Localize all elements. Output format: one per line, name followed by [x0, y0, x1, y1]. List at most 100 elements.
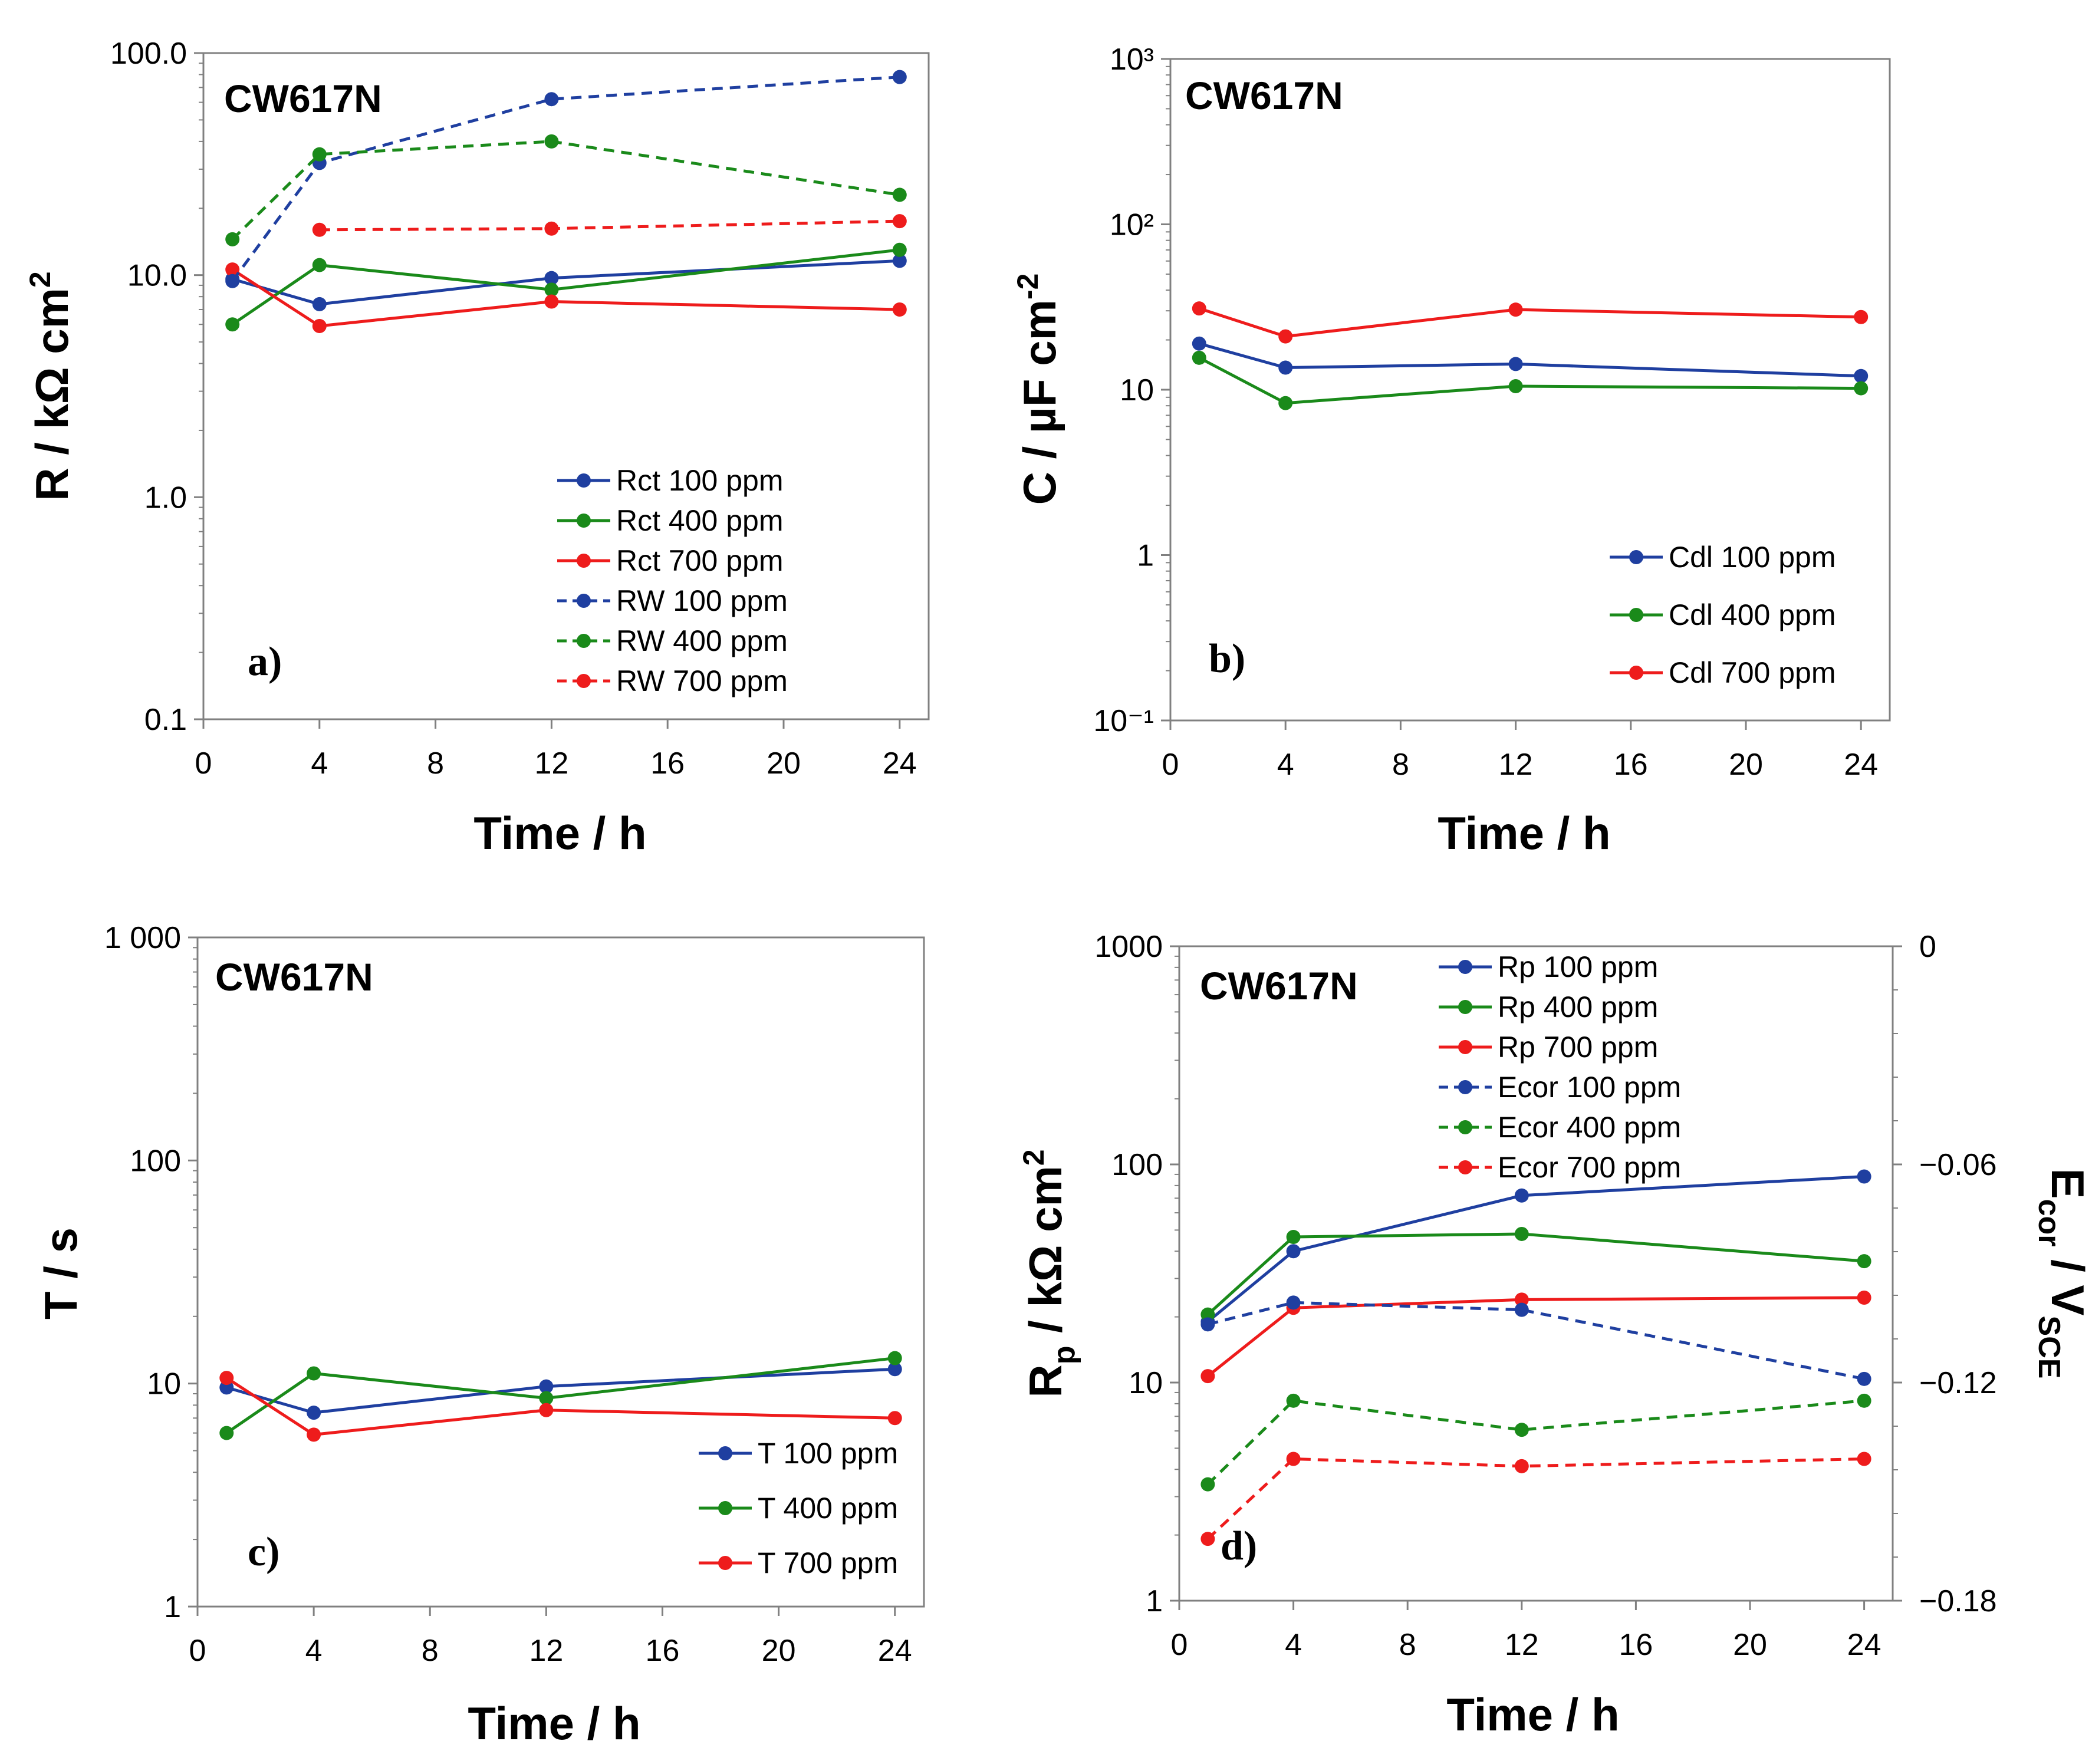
- data-point: [1192, 350, 1206, 365]
- sample-label: CW617N: [1185, 74, 1343, 117]
- x-tick-label: 4: [305, 1634, 323, 1668]
- data-point: [544, 271, 559, 285]
- data-point: [1854, 381, 1869, 396]
- panel-c: 1 10 100 1 000 0 4 8 12 16 20 24 CW617N c) Time /…: [35, 921, 925, 1749]
- x-axis-ticks: 0 4 8 12 16 20 24: [1162, 720, 1878, 782]
- y-axis-ticks: 1 10 100 1000: [1094, 930, 1179, 1618]
- x-tick-label: 20: [762, 1634, 796, 1668]
- data-point: [312, 147, 327, 162]
- legend-label: RW 100 ppm: [616, 584, 788, 617]
- sample-label: CW617N: [215, 955, 373, 999]
- x-tick-label: 8: [422, 1634, 439, 1668]
- legend: Rp 100 ppm Rp 400 ppm Rp 700 ppm Ecor 100 p…: [1439, 950, 1681, 1184]
- y-tick-label: 1: [164, 1590, 181, 1624]
- y2-axis-ticks: −0.18 −0.12 −0.06 0: [1893, 930, 1997, 1618]
- data-marks: [1192, 301, 1869, 410]
- x-axis-ticks: 0 4 8 12 16 20 24: [195, 719, 917, 781]
- legend-label: RW 400 ppm: [616, 624, 788, 657]
- data-point: [892, 242, 907, 257]
- legend-label: Cdl 700 ppm: [1669, 656, 1836, 689]
- panel-letter: b): [1209, 636, 1245, 682]
- data-point: [225, 274, 240, 288]
- data-point: [312, 258, 327, 272]
- y2-tick-label: 0: [1919, 930, 1936, 964]
- data-point: [1514, 1226, 1529, 1241]
- series-line: [1199, 342, 1861, 378]
- x-tick-label: 12: [534, 746, 568, 781]
- series-line: [1206, 1457, 1864, 1540]
- data-point: [544, 282, 559, 297]
- legend-label: T 100 ppm: [758, 1437, 898, 1470]
- data-point: [312, 222, 327, 237]
- data-point: [307, 1406, 321, 1420]
- x-tick-label: 24: [883, 746, 917, 781]
- x-axis-title: Time / h: [468, 1697, 640, 1749]
- legend: T 100 ppm T 400 ppm T 700 ppm: [699, 1437, 898, 1579]
- data-point: [544, 92, 559, 107]
- data-point: [1200, 1307, 1215, 1322]
- x-axis-ticks: 0 4 8 12 16 20 24: [1171, 1601, 1882, 1662]
- y-tick-label: 10: [1120, 373, 1154, 407]
- y2-tick-label: −0.12: [1919, 1366, 1997, 1400]
- y-axis-ticks: 1 10 100 1 000: [104, 921, 198, 1624]
- series-line: [1206, 1296, 1864, 1378]
- data-point: [307, 1427, 321, 1442]
- data-point: [219, 1371, 234, 1385]
- data-point: [892, 302, 907, 317]
- x-tick-label: 0: [1162, 748, 1179, 782]
- data-point: [892, 214, 907, 229]
- sample-label: CW617N: [224, 77, 382, 120]
- y-tick-label: 10: [1129, 1366, 1163, 1400]
- data-point: [1286, 1230, 1301, 1245]
- y-axis-title: R / kΩ cm2: [24, 271, 78, 501]
- y-tick-label: 10: [147, 1367, 181, 1401]
- legend-marker: [1458, 1120, 1472, 1134]
- series-line: [225, 1376, 895, 1436]
- data-point: [1200, 1317, 1215, 1332]
- data-point: [1857, 1452, 1871, 1466]
- legend-label: T 400 ppm: [758, 1492, 898, 1525]
- x-tick-label: 20: [1729, 748, 1763, 782]
- data-point: [887, 1351, 902, 1365]
- x-axis-title: Time / h: [473, 807, 646, 859]
- panel-a: 0.1 1.0 10.0 100.0 0 4 8 12 16 20 24 CW617N a) Ti…: [24, 37, 930, 859]
- legend-label: Rp 700 ppm: [1498, 1031, 1658, 1064]
- series-line: [231, 140, 900, 241]
- x-tick-label: 20: [1733, 1628, 1767, 1662]
- x-tick-label: 4: [1285, 1628, 1302, 1662]
- y-tick-label: 1 000: [104, 921, 181, 955]
- x-tick-label: 0: [195, 746, 212, 781]
- legend-marker: [577, 554, 591, 568]
- data-point: [1857, 1393, 1871, 1408]
- x-tick-label: 8: [1399, 1628, 1416, 1662]
- y-tick-label: 10.0: [127, 259, 187, 293]
- panel-letter: d): [1221, 1523, 1257, 1569]
- data-point: [1286, 1244, 1301, 1259]
- legend-label: Ecor 400 ppm: [1498, 1111, 1681, 1144]
- data-point: [1200, 1532, 1215, 1546]
- y-axis-title: C / µF cm-2: [1011, 274, 1065, 505]
- y-axis-ticks: 0.1 1.0 10.0 100.0: [110, 37, 203, 737]
- data-point: [1508, 379, 1523, 394]
- y-axis-title: T / s: [35, 1227, 87, 1319]
- series-line: [225, 1357, 896, 1434]
- data-point: [1286, 1295, 1301, 1310]
- data-point: [219, 1426, 234, 1440]
- x-tick-label: 24: [1847, 1628, 1882, 1662]
- data-point: [312, 297, 327, 311]
- plot-frame: [1178, 945, 1894, 1602]
- data-point: [887, 1411, 902, 1426]
- data-point: [225, 317, 240, 332]
- legend-marker: [1629, 550, 1643, 564]
- legend-marker: [577, 514, 591, 528]
- data-point: [544, 134, 559, 149]
- plot-frame: [202, 52, 930, 720]
- data-point: [1192, 301, 1206, 316]
- data-point: [892, 254, 907, 268]
- x-tick-label: 0: [1171, 1628, 1188, 1662]
- x-axis-ticks: 0 4 8 12 16 20 24: [189, 1607, 912, 1668]
- data-point: [1200, 1477, 1215, 1492]
- legend-label: Ecor 100 ppm: [1498, 1071, 1681, 1104]
- data-point: [1857, 1254, 1871, 1269]
- x-tick-label: 12: [1505, 1628, 1539, 1662]
